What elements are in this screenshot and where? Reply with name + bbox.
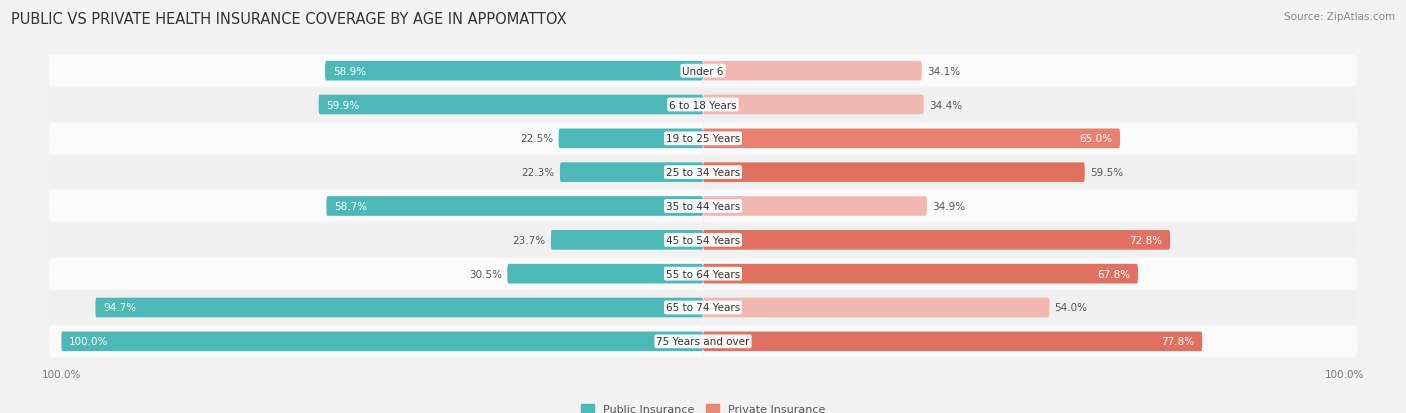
Text: 55 to 64 Years: 55 to 64 Years <box>666 269 740 279</box>
FancyBboxPatch shape <box>319 95 703 115</box>
Text: 59.5%: 59.5% <box>1090 168 1123 178</box>
Text: 34.9%: 34.9% <box>932 202 965 211</box>
FancyBboxPatch shape <box>49 157 1357 189</box>
FancyBboxPatch shape <box>703 62 922 81</box>
Text: 6 to 18 Years: 6 to 18 Years <box>669 100 737 110</box>
FancyBboxPatch shape <box>703 230 1170 250</box>
FancyBboxPatch shape <box>49 325 1357 357</box>
Text: 58.9%: 58.9% <box>333 66 366 76</box>
FancyBboxPatch shape <box>560 163 703 183</box>
FancyBboxPatch shape <box>703 129 1121 149</box>
FancyBboxPatch shape <box>49 292 1357 324</box>
Text: Source: ZipAtlas.com: Source: ZipAtlas.com <box>1284 12 1395 22</box>
FancyBboxPatch shape <box>703 163 1085 183</box>
Text: 59.9%: 59.9% <box>326 100 360 110</box>
Text: PUBLIC VS PRIVATE HEALTH INSURANCE COVERAGE BY AGE IN APPOMATTOX: PUBLIC VS PRIVATE HEALTH INSURANCE COVER… <box>11 12 567 27</box>
Text: 34.4%: 34.4% <box>929 100 962 110</box>
FancyBboxPatch shape <box>703 197 927 216</box>
Text: 100.0%: 100.0% <box>69 337 108 347</box>
FancyBboxPatch shape <box>551 230 703 250</box>
FancyBboxPatch shape <box>703 332 1202 351</box>
Text: 45 to 54 Years: 45 to 54 Years <box>666 235 740 245</box>
Text: 67.8%: 67.8% <box>1097 269 1130 279</box>
Text: 58.7%: 58.7% <box>335 202 367 211</box>
FancyBboxPatch shape <box>558 129 703 149</box>
Text: 65 to 74 Years: 65 to 74 Years <box>666 303 740 313</box>
FancyBboxPatch shape <box>49 258 1357 290</box>
Text: Under 6: Under 6 <box>682 66 724 76</box>
Text: 22.5%: 22.5% <box>520 134 554 144</box>
FancyBboxPatch shape <box>49 191 1357 222</box>
Text: 25 to 34 Years: 25 to 34 Years <box>666 168 740 178</box>
Text: 30.5%: 30.5% <box>470 269 502 279</box>
FancyBboxPatch shape <box>49 56 1357 88</box>
FancyBboxPatch shape <box>508 264 703 284</box>
Legend: Public Insurance, Private Insurance: Public Insurance, Private Insurance <box>581 404 825 413</box>
FancyBboxPatch shape <box>703 264 1137 284</box>
Text: 77.8%: 77.8% <box>1161 337 1195 347</box>
Text: 72.8%: 72.8% <box>1129 235 1163 245</box>
Text: 94.7%: 94.7% <box>103 303 136 313</box>
FancyBboxPatch shape <box>62 332 703 351</box>
Text: 65.0%: 65.0% <box>1080 134 1112 144</box>
FancyBboxPatch shape <box>325 62 703 81</box>
FancyBboxPatch shape <box>326 197 703 216</box>
Text: 34.1%: 34.1% <box>927 66 960 76</box>
Text: 19 to 25 Years: 19 to 25 Years <box>666 134 740 144</box>
FancyBboxPatch shape <box>49 123 1357 155</box>
Text: 35 to 44 Years: 35 to 44 Years <box>666 202 740 211</box>
FancyBboxPatch shape <box>703 95 924 115</box>
FancyBboxPatch shape <box>703 298 1049 318</box>
FancyBboxPatch shape <box>49 224 1357 256</box>
Text: 54.0%: 54.0% <box>1054 303 1088 313</box>
FancyBboxPatch shape <box>49 89 1357 121</box>
Text: 75 Years and over: 75 Years and over <box>657 337 749 347</box>
Text: 22.3%: 22.3% <box>522 168 555 178</box>
FancyBboxPatch shape <box>96 298 703 318</box>
Text: 23.7%: 23.7% <box>513 235 546 245</box>
